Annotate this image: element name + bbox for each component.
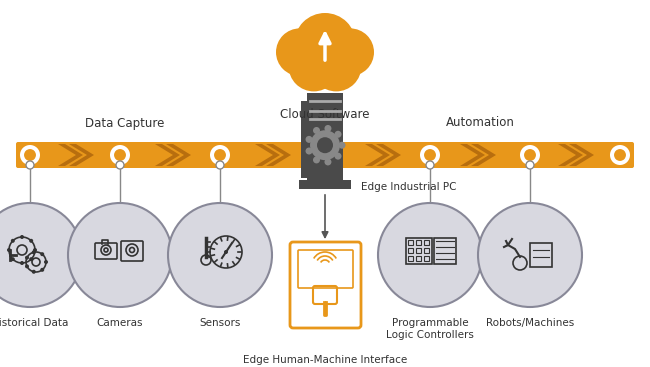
- Bar: [299, 180, 351, 189]
- Circle shape: [29, 239, 33, 243]
- Polygon shape: [58, 144, 83, 166]
- Circle shape: [289, 41, 339, 91]
- Text: Cameras: Cameras: [97, 318, 143, 328]
- Circle shape: [311, 41, 361, 91]
- FancyBboxPatch shape: [290, 242, 361, 328]
- Circle shape: [40, 268, 44, 272]
- Circle shape: [423, 148, 437, 162]
- Circle shape: [168, 203, 272, 307]
- Circle shape: [610, 145, 630, 165]
- Circle shape: [313, 156, 320, 163]
- Bar: [408, 240, 413, 245]
- Circle shape: [324, 159, 332, 166]
- Circle shape: [26, 161, 34, 169]
- Circle shape: [25, 264, 29, 268]
- Bar: [307, 93, 343, 180]
- Circle shape: [32, 250, 36, 254]
- Circle shape: [23, 148, 37, 162]
- Bar: [424, 256, 429, 261]
- Circle shape: [613, 148, 627, 162]
- Circle shape: [324, 125, 332, 132]
- Circle shape: [339, 142, 346, 149]
- Circle shape: [20, 261, 24, 265]
- Circle shape: [478, 203, 582, 307]
- Circle shape: [40, 252, 44, 256]
- Circle shape: [32, 270, 36, 274]
- Bar: [416, 256, 421, 261]
- Circle shape: [44, 260, 48, 264]
- Polygon shape: [69, 144, 94, 166]
- Circle shape: [335, 131, 341, 138]
- Circle shape: [68, 203, 172, 307]
- Circle shape: [315, 145, 335, 165]
- Circle shape: [29, 257, 33, 261]
- Circle shape: [335, 153, 341, 160]
- Bar: [406, 238, 432, 264]
- Circle shape: [306, 148, 313, 155]
- Bar: [408, 248, 413, 253]
- Circle shape: [11, 257, 15, 261]
- Polygon shape: [166, 144, 191, 166]
- Text: Edge Human-Machine Interface: Edge Human-Machine Interface: [243, 355, 407, 365]
- Bar: [408, 256, 413, 261]
- Text: Robots/Machines: Robots/Machines: [486, 318, 574, 328]
- Circle shape: [306, 136, 313, 143]
- Circle shape: [0, 203, 82, 307]
- Polygon shape: [460, 144, 485, 166]
- Circle shape: [216, 161, 224, 169]
- Bar: [424, 240, 429, 245]
- Bar: [424, 248, 429, 253]
- Circle shape: [20, 235, 24, 239]
- Text: Programmable
Logic Controllers: Programmable Logic Controllers: [386, 318, 474, 339]
- Circle shape: [313, 127, 320, 134]
- Bar: [283, 44, 367, 69]
- Circle shape: [420, 145, 440, 165]
- Bar: [416, 248, 421, 253]
- Text: Data Capture: Data Capture: [85, 116, 164, 130]
- Text: Sensors: Sensors: [200, 318, 240, 328]
- Bar: [301, 101, 307, 178]
- Circle shape: [33, 248, 37, 252]
- Circle shape: [20, 145, 40, 165]
- Bar: [416, 240, 421, 245]
- Polygon shape: [376, 144, 401, 166]
- Circle shape: [309, 129, 341, 161]
- Circle shape: [426, 161, 434, 169]
- Circle shape: [116, 161, 124, 169]
- Circle shape: [7, 248, 11, 252]
- Text: Automation: Automation: [445, 116, 514, 130]
- Polygon shape: [569, 144, 594, 166]
- Polygon shape: [155, 144, 180, 166]
- Circle shape: [378, 203, 482, 307]
- Polygon shape: [365, 144, 390, 166]
- Circle shape: [294, 13, 356, 75]
- Circle shape: [224, 250, 228, 254]
- Text: Cloud Software: Cloud Software: [280, 108, 370, 121]
- Text: Historical Data: Historical Data: [0, 318, 69, 328]
- Bar: [434, 238, 456, 264]
- Circle shape: [318, 148, 332, 162]
- Circle shape: [25, 256, 29, 260]
- Circle shape: [210, 145, 230, 165]
- Circle shape: [113, 148, 127, 162]
- Circle shape: [276, 28, 324, 76]
- Circle shape: [520, 145, 540, 165]
- Circle shape: [110, 145, 130, 165]
- Circle shape: [326, 28, 374, 76]
- FancyBboxPatch shape: [16, 142, 634, 168]
- Polygon shape: [471, 144, 496, 166]
- Circle shape: [526, 161, 534, 169]
- Circle shape: [523, 148, 537, 162]
- Circle shape: [11, 239, 15, 243]
- Polygon shape: [266, 144, 291, 166]
- Text: Edge Industrial PC: Edge Industrial PC: [361, 182, 456, 192]
- Polygon shape: [558, 144, 583, 166]
- Bar: [530, 243, 552, 267]
- Polygon shape: [255, 144, 280, 166]
- Circle shape: [213, 148, 227, 162]
- Circle shape: [317, 137, 333, 153]
